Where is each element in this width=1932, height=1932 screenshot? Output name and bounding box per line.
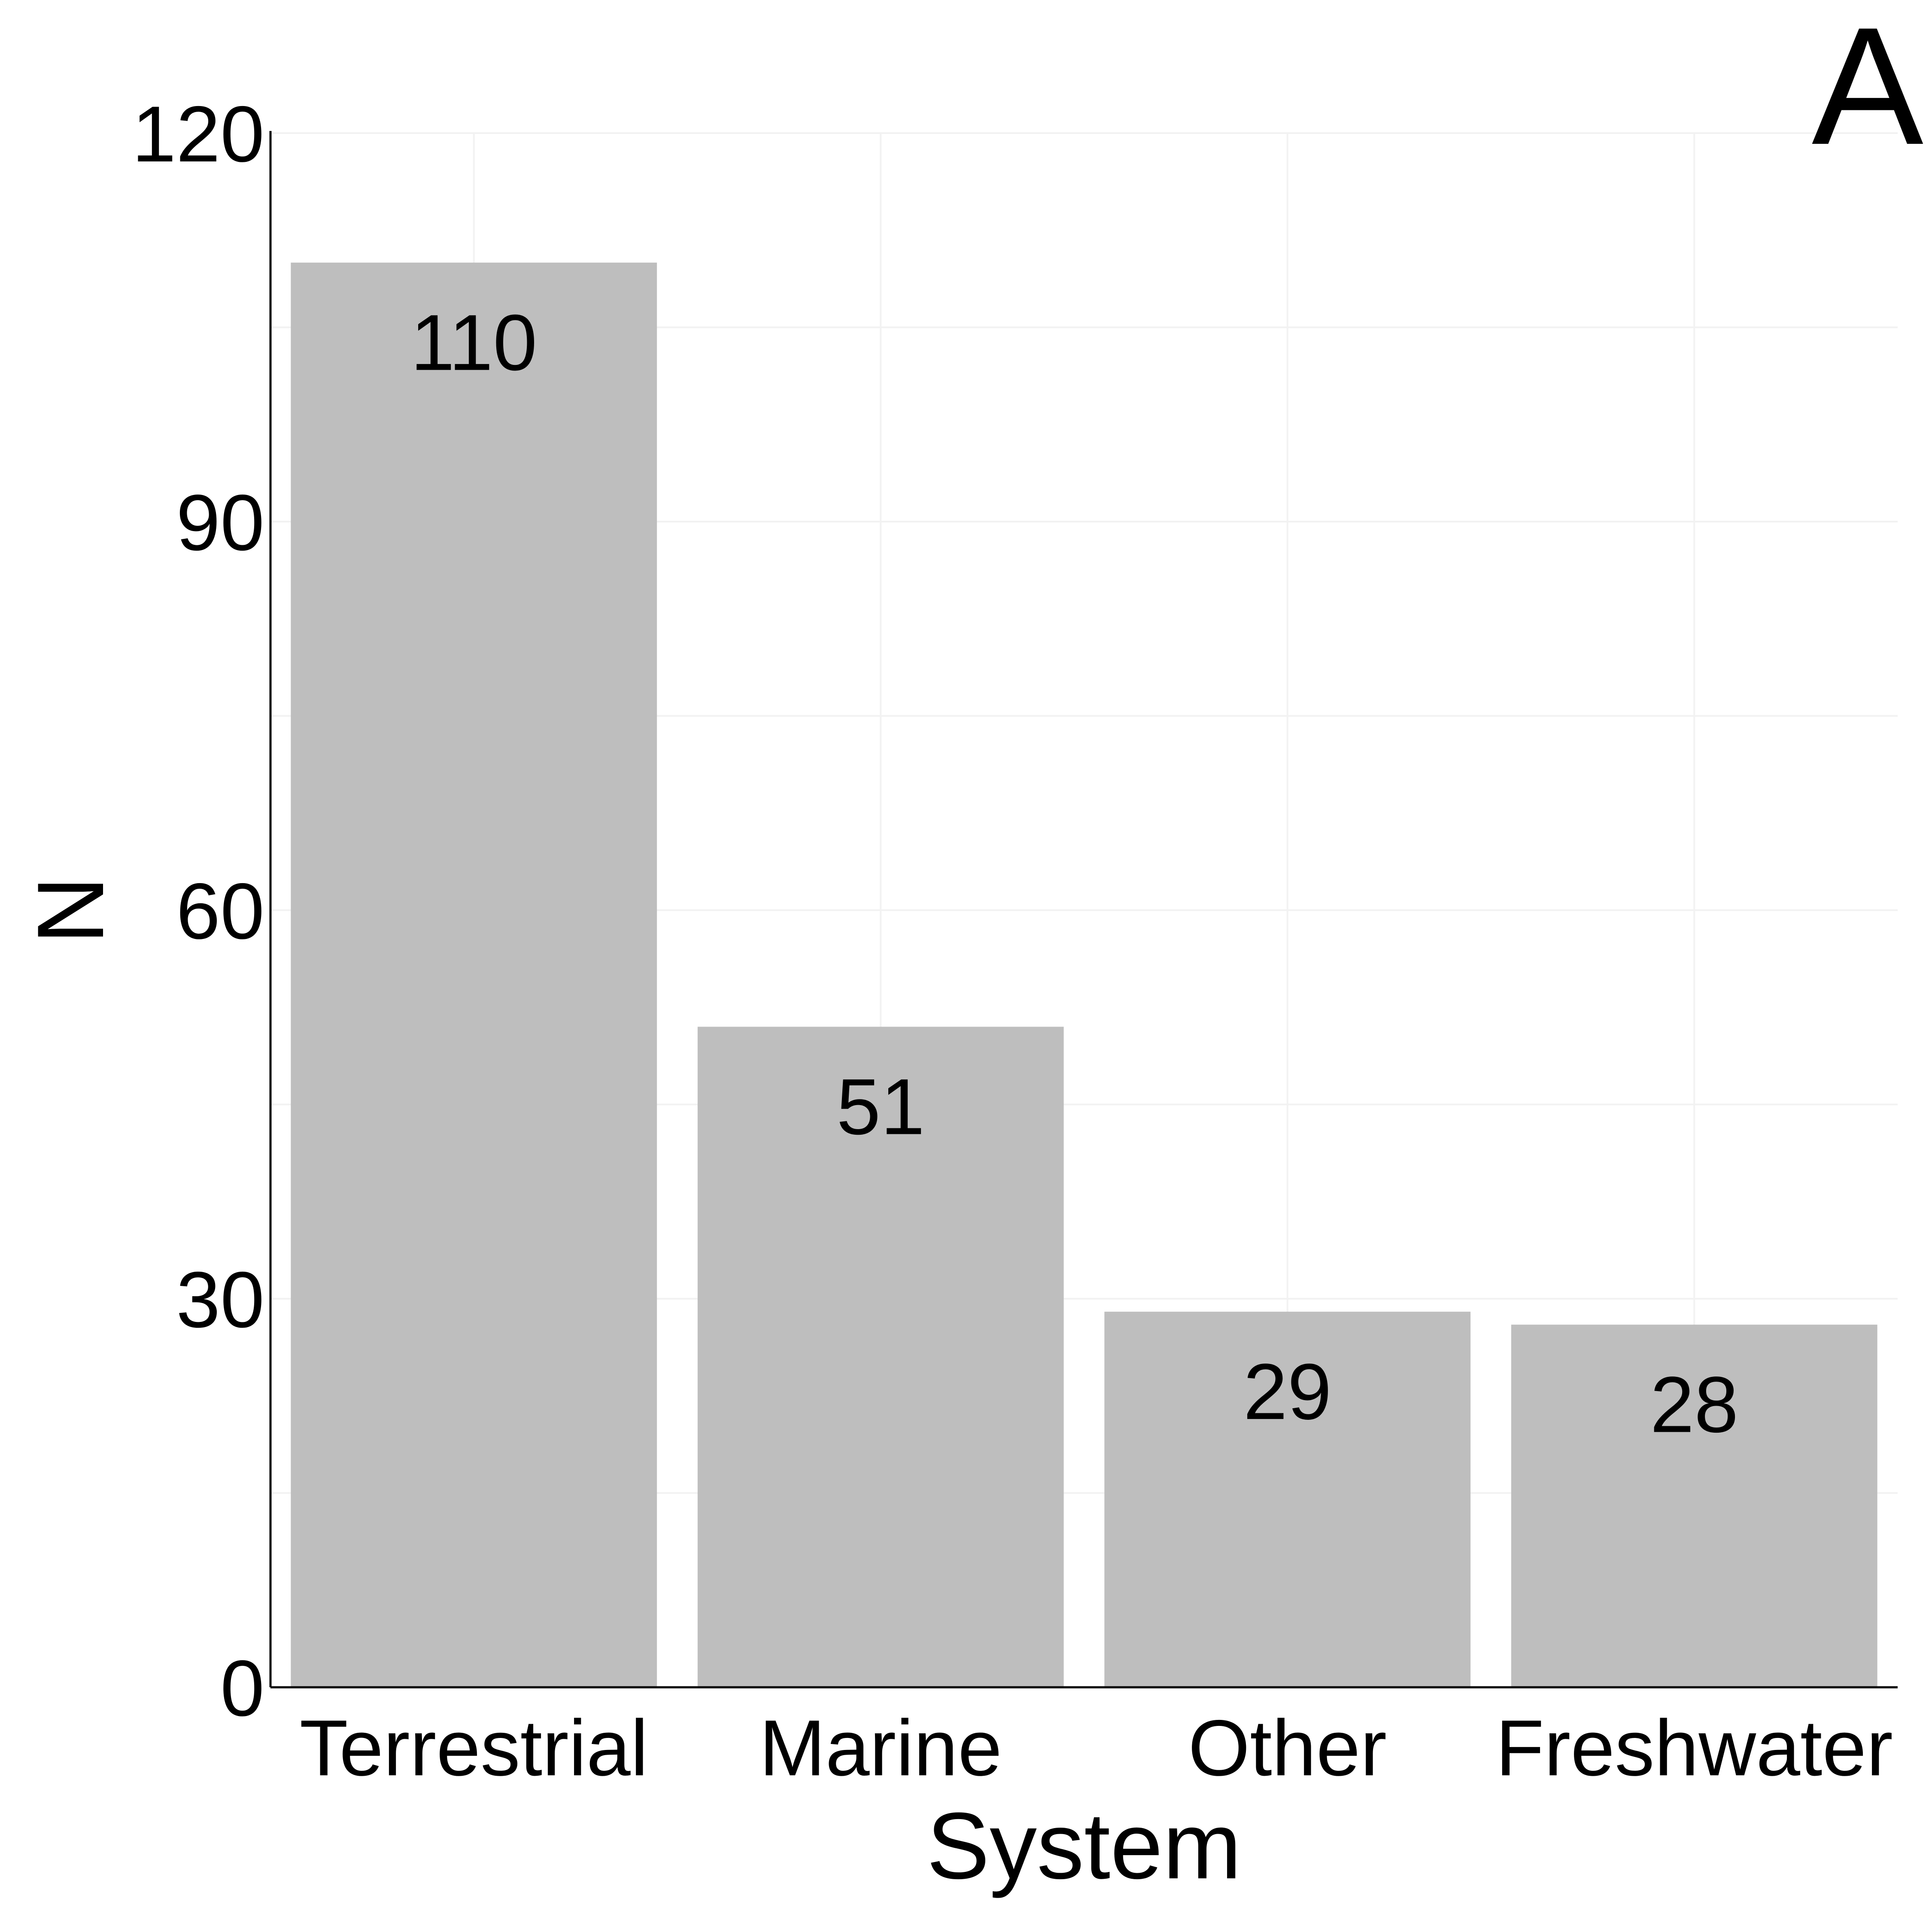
x-axis-title: System: [927, 1793, 1241, 1899]
x-tick-label: Marine: [759, 1704, 1002, 1792]
y-tick-label: 120: [132, 90, 264, 179]
y-tick-label: 30: [176, 1256, 264, 1344]
y-axis-title: N: [18, 876, 123, 945]
bar-value-label: 28: [1650, 1361, 1738, 1449]
bar-value-label: 110: [410, 299, 537, 387]
y-tick-label: 90: [176, 479, 264, 567]
bar-freshwater: [1511, 1324, 1877, 1687]
bar-marine: [697, 1027, 1064, 1687]
bar-value-label: 29: [1243, 1348, 1332, 1436]
bars: [291, 262, 1877, 1687]
bar-value-label: 51: [836, 1063, 925, 1151]
axes: [269, 131, 1898, 1689]
bar-value-labels: 110 51 29 28: [410, 299, 1738, 1449]
y-tick-label: 0: [220, 1644, 264, 1733]
x-tick-label: Other: [1188, 1704, 1387, 1792]
bar-terrestrial: [291, 262, 657, 1687]
x-tick-label: Freshwater: [1496, 1704, 1893, 1792]
bar-other: [1104, 1312, 1471, 1687]
y-tick-labels: 0 30 60 90 120: [132, 90, 264, 1733]
x-tick-label: Terrestrial: [300, 1704, 648, 1792]
panel-label: A: [1812, 0, 1924, 179]
x-tick-labels: Terrestrial Marine Other Freshwater: [300, 1704, 1893, 1792]
y-tick-label: 60: [176, 867, 264, 956]
